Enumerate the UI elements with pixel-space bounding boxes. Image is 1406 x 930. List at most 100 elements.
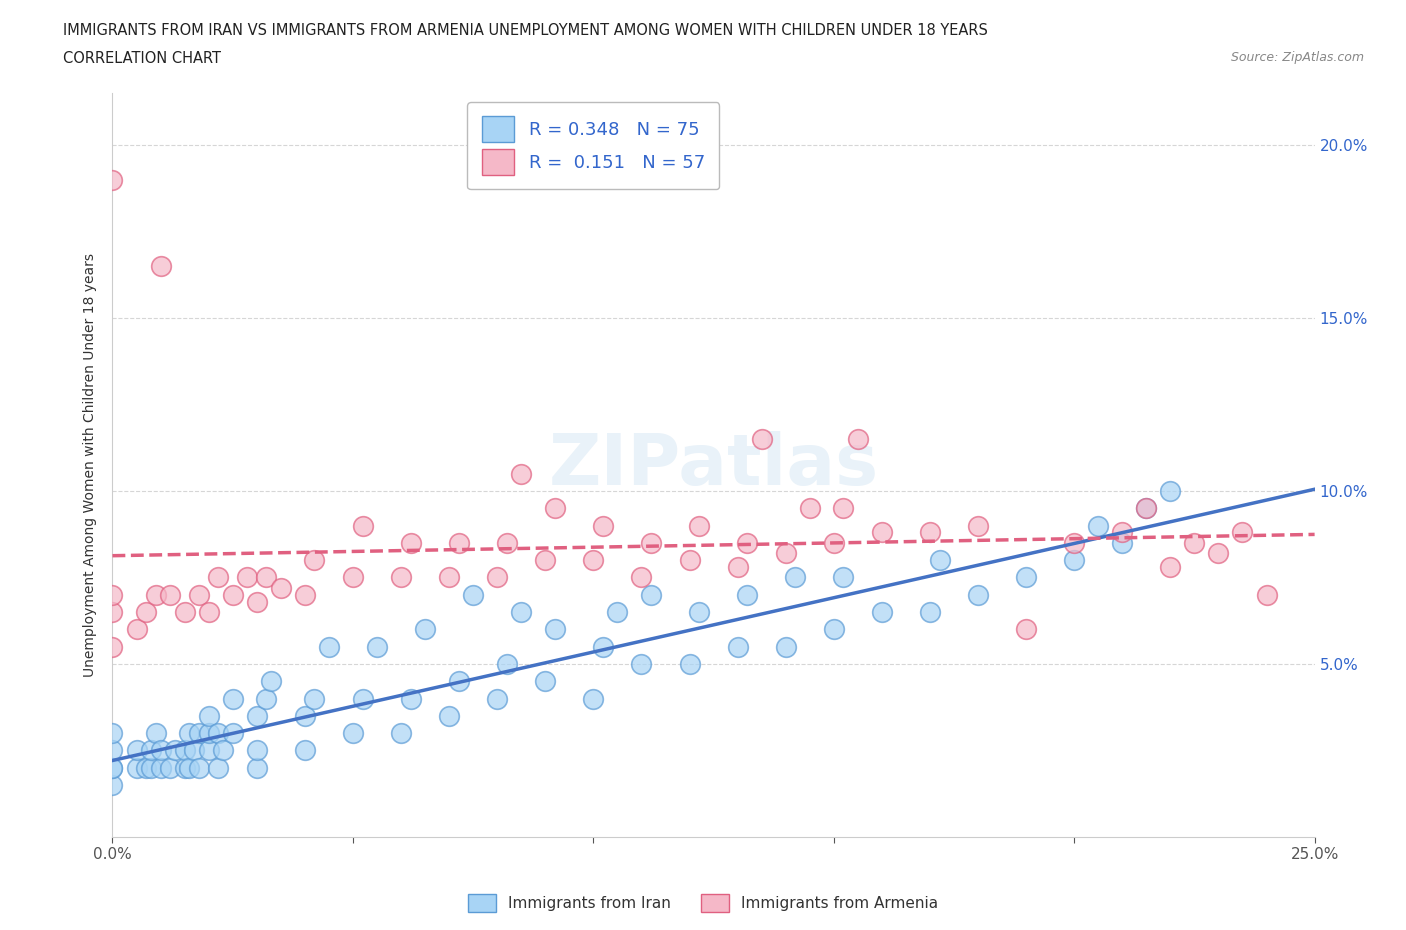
Point bbox=[173, 761, 195, 776]
Point bbox=[139, 743, 162, 758]
Point bbox=[486, 570, 509, 585]
Point bbox=[101, 725, 124, 740]
Text: Source: ZipAtlas.com: Source: ZipAtlas.com bbox=[1230, 51, 1364, 64]
Point bbox=[188, 725, 211, 740]
Point bbox=[101, 588, 124, 603]
Point bbox=[352, 691, 374, 706]
Point bbox=[207, 725, 229, 740]
Text: CORRELATION CHART: CORRELATION CHART bbox=[63, 51, 221, 66]
Legend: R = 0.348   N = 75, R =  0.151   N = 57: R = 0.348 N = 75, R = 0.151 N = 57 bbox=[467, 102, 720, 189]
Point bbox=[735, 588, 758, 603]
Point bbox=[197, 725, 219, 740]
Point bbox=[222, 725, 245, 740]
Point bbox=[399, 691, 422, 706]
Point bbox=[101, 639, 124, 654]
Point bbox=[125, 743, 148, 758]
Point bbox=[163, 743, 186, 758]
Point bbox=[173, 743, 195, 758]
Point bbox=[495, 536, 517, 551]
Point bbox=[246, 743, 269, 758]
Point bbox=[727, 560, 749, 575]
Point bbox=[294, 588, 316, 603]
Point bbox=[534, 552, 557, 567]
Point bbox=[1184, 536, 1206, 551]
Legend: Immigrants from Iran, Immigrants from Armenia: Immigrants from Iran, Immigrants from Ar… bbox=[463, 888, 943, 918]
Point bbox=[640, 588, 662, 603]
Point bbox=[1208, 546, 1230, 561]
Point bbox=[179, 761, 201, 776]
Point bbox=[799, 501, 821, 516]
Point bbox=[823, 536, 845, 551]
Point bbox=[254, 691, 277, 706]
Point bbox=[149, 259, 172, 273]
Point bbox=[159, 588, 181, 603]
Point bbox=[125, 622, 148, 637]
Point bbox=[461, 588, 484, 603]
Point bbox=[135, 604, 157, 619]
Point bbox=[1135, 501, 1157, 516]
Point bbox=[751, 432, 773, 446]
Point bbox=[246, 761, 269, 776]
Point bbox=[183, 743, 205, 758]
Point bbox=[1015, 570, 1038, 585]
Point bbox=[294, 709, 316, 724]
Point bbox=[149, 743, 172, 758]
Point bbox=[222, 588, 245, 603]
Point bbox=[544, 501, 567, 516]
Point bbox=[832, 501, 855, 516]
Point bbox=[918, 525, 941, 540]
Point bbox=[1015, 622, 1038, 637]
Point bbox=[207, 761, 229, 776]
Point bbox=[1256, 588, 1278, 603]
Point bbox=[437, 709, 460, 724]
Point bbox=[188, 761, 211, 776]
Point bbox=[775, 639, 797, 654]
Point bbox=[145, 588, 167, 603]
Point bbox=[197, 709, 219, 724]
Point bbox=[1063, 552, 1085, 567]
Point bbox=[447, 674, 470, 689]
Point bbox=[101, 761, 124, 776]
Point bbox=[486, 691, 509, 706]
Point bbox=[1063, 536, 1085, 551]
Point bbox=[212, 743, 235, 758]
Point bbox=[135, 761, 157, 776]
Point bbox=[304, 691, 326, 706]
Point bbox=[101, 777, 124, 792]
Point bbox=[678, 657, 700, 671]
Point bbox=[592, 639, 614, 654]
Point bbox=[688, 604, 710, 619]
Point bbox=[101, 604, 124, 619]
Point bbox=[534, 674, 557, 689]
Point bbox=[197, 604, 219, 619]
Point bbox=[832, 570, 855, 585]
Point bbox=[159, 761, 181, 776]
Point bbox=[630, 657, 652, 671]
Point bbox=[145, 725, 167, 740]
Point bbox=[785, 570, 807, 585]
Point bbox=[1159, 560, 1181, 575]
Point bbox=[437, 570, 460, 585]
Point bbox=[544, 622, 567, 637]
Point bbox=[582, 552, 605, 567]
Point bbox=[727, 639, 749, 654]
Point bbox=[236, 570, 259, 585]
Point bbox=[775, 546, 797, 561]
Point bbox=[246, 709, 269, 724]
Point bbox=[630, 570, 652, 585]
Point bbox=[592, 518, 614, 533]
Point bbox=[688, 518, 710, 533]
Point bbox=[928, 552, 950, 567]
Point bbox=[823, 622, 845, 637]
Point bbox=[139, 761, 162, 776]
Point bbox=[149, 761, 172, 776]
Point bbox=[254, 570, 277, 585]
Point bbox=[870, 604, 893, 619]
Point bbox=[510, 466, 533, 481]
Point bbox=[173, 604, 195, 619]
Point bbox=[582, 691, 605, 706]
Point bbox=[606, 604, 628, 619]
Point bbox=[179, 725, 201, 740]
Point bbox=[967, 518, 990, 533]
Point bbox=[640, 536, 662, 551]
